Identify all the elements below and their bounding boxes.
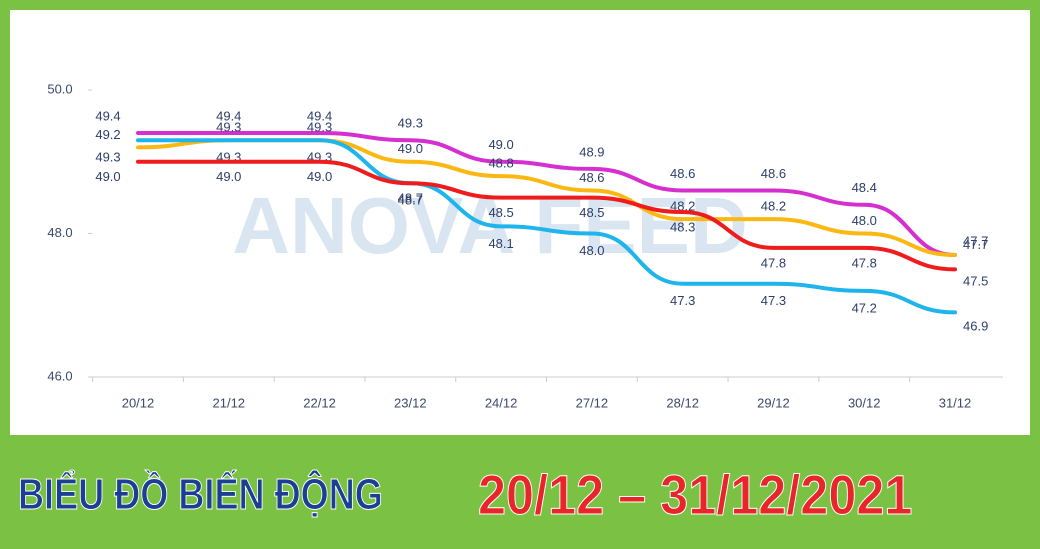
data-label: 48.7 <box>398 193 423 208</box>
data-label: 49.4 <box>307 108 332 123</box>
data-label: 47.7 <box>963 237 988 252</box>
footer-title: BIỂU ĐỒ BIẾN ĐỘNG <box>18 470 384 520</box>
y-tick-label: 48.0 <box>47 225 72 240</box>
data-label: 48.6 <box>761 166 786 181</box>
data-label: 48.4 <box>852 180 877 195</box>
data-label: 47.8 <box>761 255 786 270</box>
chart-panel <box>10 10 1030 435</box>
data-label: 49.0 <box>488 137 513 152</box>
data-label: 48.6 <box>579 170 604 185</box>
data-label: 47.7 <box>963 234 988 249</box>
data-label: 48.6 <box>670 166 695 181</box>
data-label: 48.2 <box>761 199 786 214</box>
data-label: 46.9 <box>963 318 988 333</box>
footer-range: 20/12 – 31/12/2021 <box>478 463 913 527</box>
data-label: 47.5 <box>963 274 988 289</box>
data-label: 48.0 <box>579 243 604 258</box>
data-label: 49.3 <box>398 116 423 131</box>
data-label: 49.4 <box>216 108 241 123</box>
data-label: 48.8 <box>488 156 513 171</box>
y-tick-label: 50.0 <box>47 81 72 96</box>
data-label: 47.8 <box>852 255 877 270</box>
y-tick-label: 46.0 <box>47 368 72 383</box>
x-tick-label: 23/12 <box>394 395 427 410</box>
series-line <box>136 131 957 258</box>
data-label: 48.9 <box>579 144 604 159</box>
x-tick-label: 22/12 <box>303 395 336 410</box>
data-label: 47.3 <box>670 293 695 308</box>
data-label: 49.4 <box>95 108 120 123</box>
x-tick-label: 29/12 <box>757 395 790 410</box>
data-label: 49.3 <box>216 120 241 135</box>
series-line <box>136 138 957 315</box>
data-label: 47.3 <box>761 293 786 308</box>
x-tick-label: 30/12 <box>848 395 881 410</box>
x-tick-label: 28/12 <box>666 395 699 410</box>
data-label: 49.3 <box>95 150 120 165</box>
x-tick-label: 21/12 <box>213 395 246 410</box>
data-label: 49.2 <box>95 127 120 142</box>
data-label: 48.2 <box>670 199 695 214</box>
data-label: 48.0 <box>852 213 877 228</box>
x-tick-label: 24/12 <box>485 395 518 410</box>
series-line <box>136 159 957 272</box>
data-label: 48.7 <box>398 191 423 206</box>
x-tick-label: 31/12 <box>939 395 972 410</box>
data-label: 48.5 <box>579 205 604 220</box>
data-label: 48.3 <box>670 219 695 234</box>
data-label: 49.0 <box>95 169 120 184</box>
data-label: 49.0 <box>398 141 423 156</box>
data-label: 49.0 <box>216 169 241 184</box>
data-label: 47.2 <box>852 300 877 315</box>
x-tick-label: 20/12 <box>122 395 155 410</box>
data-label: 48.5 <box>488 205 513 220</box>
data-label: 49.3 <box>307 120 332 135</box>
data-label: 49.0 <box>307 169 332 184</box>
data-label: 48.1 <box>488 236 513 251</box>
x-tick-label: 27/12 <box>576 395 609 410</box>
